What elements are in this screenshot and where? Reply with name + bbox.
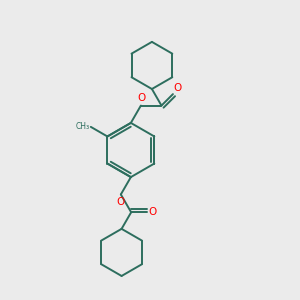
Text: O: O <box>137 93 145 103</box>
Text: O: O <box>149 207 157 217</box>
Text: O: O <box>116 197 124 207</box>
Text: O: O <box>174 83 182 93</box>
Text: CH₃: CH₃ <box>75 122 89 131</box>
